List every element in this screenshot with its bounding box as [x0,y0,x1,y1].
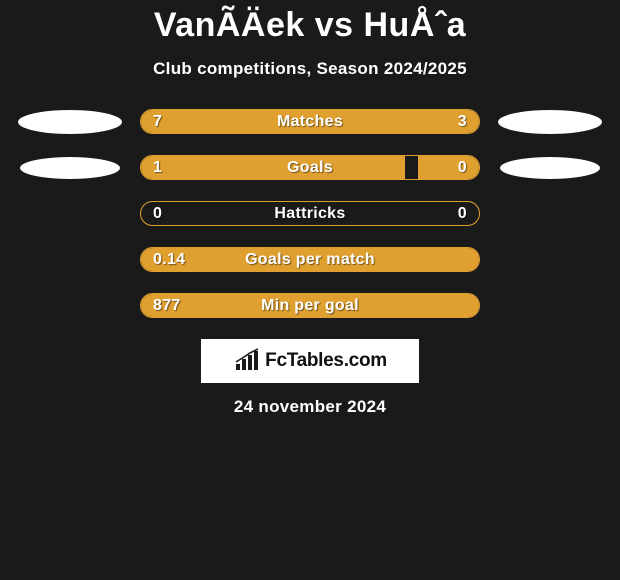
stat-row: 0.14Goals per match [0,247,620,272]
right-ellipse-slot [480,109,620,134]
right-ellipse-slot [480,155,620,180]
stat-bar: 00Hattricks [140,201,480,226]
player-ellipse-left [20,157,120,179]
left-ellipse-slot [0,293,140,318]
player-ellipse-left [18,110,122,134]
stat-label: Hattricks [141,202,479,225]
left-ellipse-slot [0,201,140,226]
right-ellipse-slot [480,293,620,318]
brand-badge[interactable]: FcTables.com [201,339,419,383]
stat-label: Goals [141,156,479,179]
comparison-widget: VanÃÄek vs HuÅˆa Club competitions, Seas… [0,0,620,580]
left-ellipse-slot [0,155,140,180]
right-ellipse-slot [480,201,620,226]
stat-row: 73Matches [0,109,620,134]
left-ellipse-slot [0,247,140,272]
stat-bar: 73Matches [140,109,480,134]
stat-bar: 10Goals [140,155,480,180]
stat-bar: 877Min per goal [140,293,480,318]
page-title: VanÃÄek vs HuÅˆa [0,6,620,45]
right-ellipse-slot [480,247,620,272]
stat-label: Matches [141,110,479,133]
stat-row: 10Goals [0,155,620,180]
subtitle: Club competitions, Season 2024/2025 [0,59,620,79]
stat-row: 877Min per goal [0,293,620,318]
left-ellipse-slot [0,109,140,134]
date-text: 24 november 2024 [0,397,620,417]
stat-label: Goals per match [141,248,479,271]
brand-text: FcTables.com [265,350,387,372]
stat-row: 00Hattricks [0,201,620,226]
stat-bar: 0.14Goals per match [140,247,480,272]
brand-chart-icon [233,348,261,374]
stat-rows: 73Matches 10Goals 00Hattricks 0.14Goals per… [0,109,620,318]
stat-label: Min per goal [141,294,479,317]
player-ellipse-right [498,110,602,134]
player-ellipse-right [500,157,600,179]
